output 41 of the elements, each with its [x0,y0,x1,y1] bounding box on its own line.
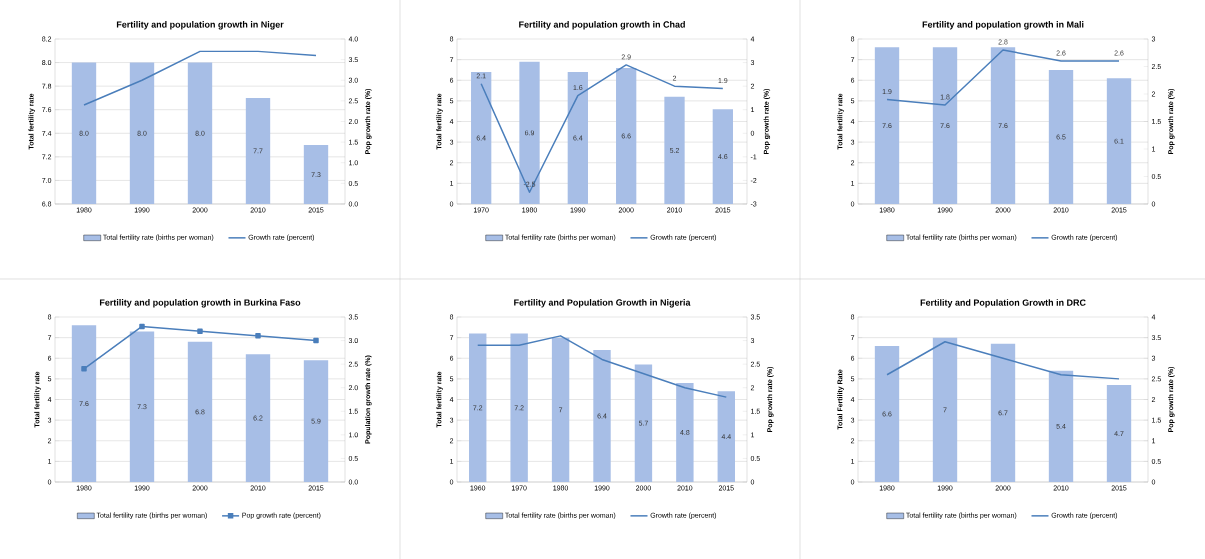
bar [567,72,588,204]
chart-title: Fertility and population growth in Niger [116,21,284,30]
bar [634,364,653,482]
bar [1048,69,1074,204]
bar [469,333,487,482]
bar [1048,370,1074,482]
bar [71,325,97,482]
bar [664,96,685,204]
bar [593,350,611,482]
bar [717,391,735,482]
bar [676,383,694,482]
bar [874,47,900,204]
chart-title: Fertility and population growth in Mali [922,21,1084,30]
point [197,328,203,334]
bar [1106,385,1132,482]
bar [990,47,1016,204]
chart-title: Fertility and population growth in Burkina Faso [99,299,301,308]
line-series [886,341,1120,380]
bar [510,333,528,482]
point [139,323,145,330]
bar [129,331,155,482]
bar [932,337,958,482]
bar [616,67,637,204]
point [313,337,319,344]
chart-title: Fertility and Population Growth in Nigeria [514,299,691,308]
line-series [83,50,317,106]
bar [1106,78,1132,204]
bar [551,337,570,482]
point [255,333,261,339]
bar [932,47,958,204]
bar [874,345,900,482]
bar [471,72,492,204]
point [81,366,87,372]
bar [990,343,1016,482]
bar [712,109,733,204]
chart-title: Fertility and Population Growth in DRC [920,299,1086,308]
bar [303,360,329,482]
chart-title: Fertility and population growth in Chad [519,21,685,30]
bar [519,61,540,204]
bar [187,341,213,482]
bar [245,354,271,482]
